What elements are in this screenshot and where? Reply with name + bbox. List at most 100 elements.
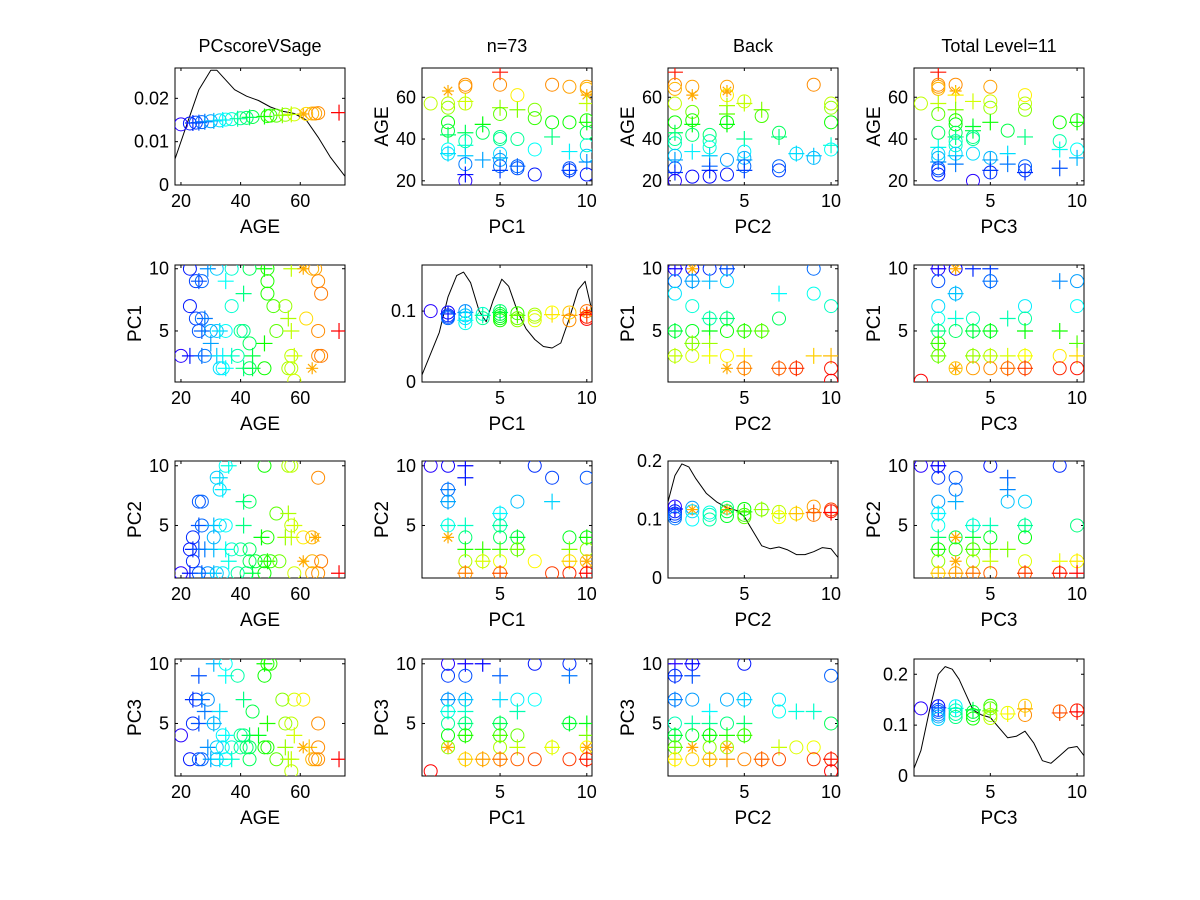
data-point-circle [423, 764, 438, 776]
data-point-circle [527, 554, 542, 569]
data-point-circle [275, 692, 290, 707]
data-point-circle [218, 518, 233, 533]
data-point-plus [223, 347, 240, 364]
data-point-plus [217, 727, 234, 744]
data-point-circle [527, 309, 542, 324]
x-tick-label: 10 [577, 191, 597, 211]
data-point-circle [218, 112, 233, 127]
data-point-circle [314, 286, 329, 301]
y-tick-label: 0.1 [883, 715, 908, 735]
data-point-plus [668, 691, 683, 708]
data-point-plus [736, 131, 753, 148]
data-point-plus [805, 147, 822, 164]
y-tick-label: 10 [888, 456, 908, 476]
data-point-plus [193, 322, 210, 339]
data-point-plus [578, 114, 592, 131]
y-tick-label: 40 [642, 129, 662, 149]
y-axis-label: PC1 [125, 305, 146, 342]
data-point-plus [544, 493, 561, 510]
data-point-circle [266, 299, 281, 314]
data-point-circle [719, 692, 734, 707]
data-point-plus [736, 360, 753, 377]
data-point-plus [1069, 703, 1084, 720]
data-point-circle [441, 659, 456, 671]
data-point-circle [1018, 494, 1033, 509]
data-point-plus [561, 307, 578, 324]
data-point-circle [305, 554, 320, 569]
data-point-circle [278, 716, 293, 731]
data-point-plus [736, 162, 753, 179]
data-point-circle [719, 274, 734, 289]
data-point-circle [458, 77, 473, 92]
data-point-circle [182, 299, 197, 314]
data-point-plus [256, 335, 273, 352]
x-tick-label: 60 [290, 388, 310, 408]
data-point-circle [215, 566, 230, 578]
data-point-circle [311, 348, 326, 363]
plot-area [914, 265, 1084, 382]
x-tick-label: 10 [821, 782, 841, 802]
y-tick-label: 0 [898, 766, 908, 786]
data-point-plus [668, 500, 683, 517]
y-axis-label: PC2 [864, 501, 885, 538]
data-point-star [297, 555, 310, 568]
data-point-plus [1069, 565, 1084, 578]
data-point-star [442, 84, 455, 97]
data-point-circle [948, 703, 963, 718]
data-point-plus [701, 273, 718, 290]
data-point-circle [1052, 115, 1067, 130]
data-point-circle [257, 361, 272, 376]
axes-box [913, 264, 1085, 383]
data-point-circle [493, 77, 508, 92]
data-point-plus [668, 265, 683, 277]
plot-area [423, 68, 592, 185]
y-tick-label: 40 [396, 129, 416, 149]
y-tick-label: 20 [396, 171, 416, 191]
data-point-plus [205, 715, 222, 732]
y-tick-label: 5 [159, 321, 169, 341]
data-point-circle [527, 752, 542, 767]
axes-box [174, 67, 346, 186]
data-point-plus [1051, 273, 1068, 290]
data-point-circle [269, 323, 284, 338]
data-point-circle [965, 132, 980, 147]
data-point-circle [948, 361, 963, 376]
density-curve [175, 69, 345, 177]
data-point-plus [235, 517, 252, 534]
data-point-circle [305, 106, 320, 121]
axes-box [667, 658, 839, 777]
x-tick-label: 20 [171, 388, 191, 408]
data-point-circle [191, 494, 206, 509]
data-point-plus [457, 565, 474, 578]
y-axis-label: PC3 [125, 699, 146, 736]
x-tick-label: 40 [231, 191, 251, 211]
data-point-circle [668, 96, 682, 111]
data-point-plus [196, 310, 213, 327]
data-point-plus [220, 461, 237, 474]
data-point-circle [308, 752, 323, 767]
subplot-title: n=73 [487, 36, 528, 56]
data-point-circle [287, 373, 302, 382]
data-point-circle [702, 507, 717, 522]
data-point-plus [701, 347, 718, 364]
data-point-circle [931, 712, 946, 727]
data-point-plus [1051, 141, 1068, 158]
data-point-star [720, 84, 733, 97]
data-point-circle [948, 470, 963, 485]
x-tick-label: 5 [739, 584, 749, 604]
data-point-plus [753, 322, 770, 339]
y-tick-label: 10 [396, 654, 416, 674]
data-point-plus [668, 751, 683, 768]
plot-area [668, 463, 838, 558]
data-point-circle [685, 752, 700, 767]
data-point-circle [983, 79, 998, 94]
data-point-plus [253, 529, 270, 546]
x-axis-label: PC1 [489, 217, 526, 238]
data-point-circle [579, 167, 592, 182]
data-point-circle [182, 752, 197, 767]
data-point-star [297, 107, 310, 120]
data-point-circle [983, 566, 998, 578]
x-axis-label: AGE [240, 808, 280, 829]
data-point-circle [579, 311, 592, 326]
data-point-circle [702, 134, 717, 149]
